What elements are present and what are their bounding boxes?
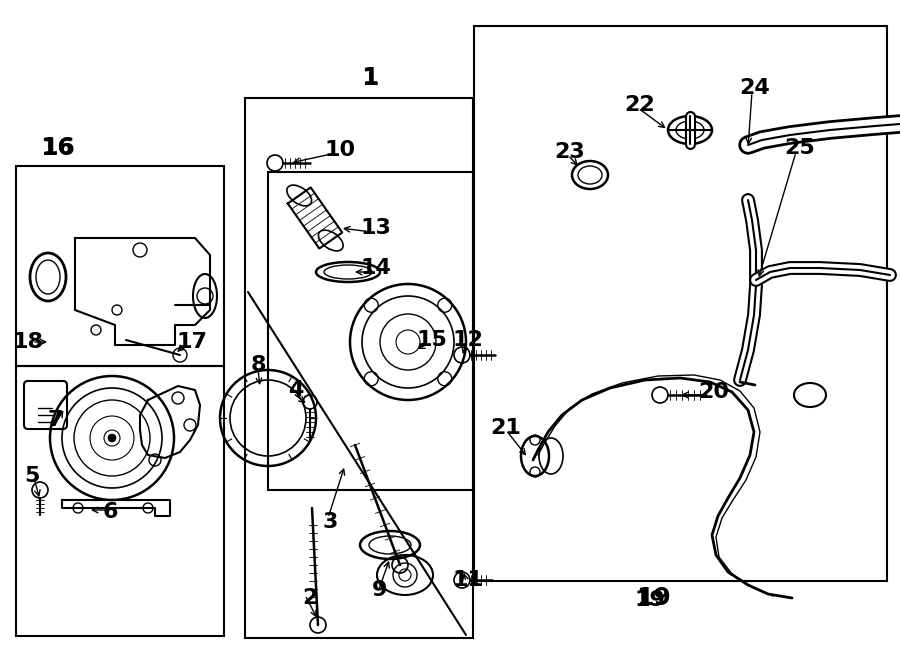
Text: 9: 9 — [373, 580, 388, 600]
Text: 12: 12 — [453, 330, 483, 350]
Text: 11: 11 — [453, 570, 483, 590]
Bar — [245, 98, 473, 638]
Text: 18: 18 — [13, 332, 43, 352]
Text: 8: 8 — [250, 355, 266, 375]
Text: 15: 15 — [417, 330, 447, 350]
Text: 24: 24 — [740, 78, 770, 98]
Text: 23: 23 — [554, 142, 585, 162]
Text: 20: 20 — [698, 382, 730, 402]
Bar — [474, 26, 887, 581]
Text: 7: 7 — [47, 410, 63, 430]
Text: 16: 16 — [40, 136, 76, 160]
Text: 10: 10 — [324, 140, 356, 160]
Text: 19: 19 — [634, 590, 665, 610]
Text: 4: 4 — [288, 380, 303, 400]
Bar — [16, 366, 224, 636]
Text: 16: 16 — [42, 138, 74, 158]
Text: 17: 17 — [176, 332, 208, 352]
Text: 5: 5 — [24, 466, 40, 486]
Text: 14: 14 — [361, 258, 392, 278]
Text: 1: 1 — [361, 66, 379, 90]
Text: 19: 19 — [636, 586, 671, 610]
Bar — [16, 166, 224, 366]
Text: 21: 21 — [491, 418, 521, 438]
Circle shape — [108, 434, 116, 442]
Text: 6: 6 — [103, 502, 118, 522]
Bar — [268, 172, 473, 490]
Text: 13: 13 — [361, 218, 392, 238]
Text: 2: 2 — [302, 588, 318, 608]
Text: 1: 1 — [362, 68, 378, 88]
Text: 22: 22 — [625, 95, 655, 115]
Text: 3: 3 — [322, 512, 338, 532]
Text: 25: 25 — [785, 138, 815, 158]
